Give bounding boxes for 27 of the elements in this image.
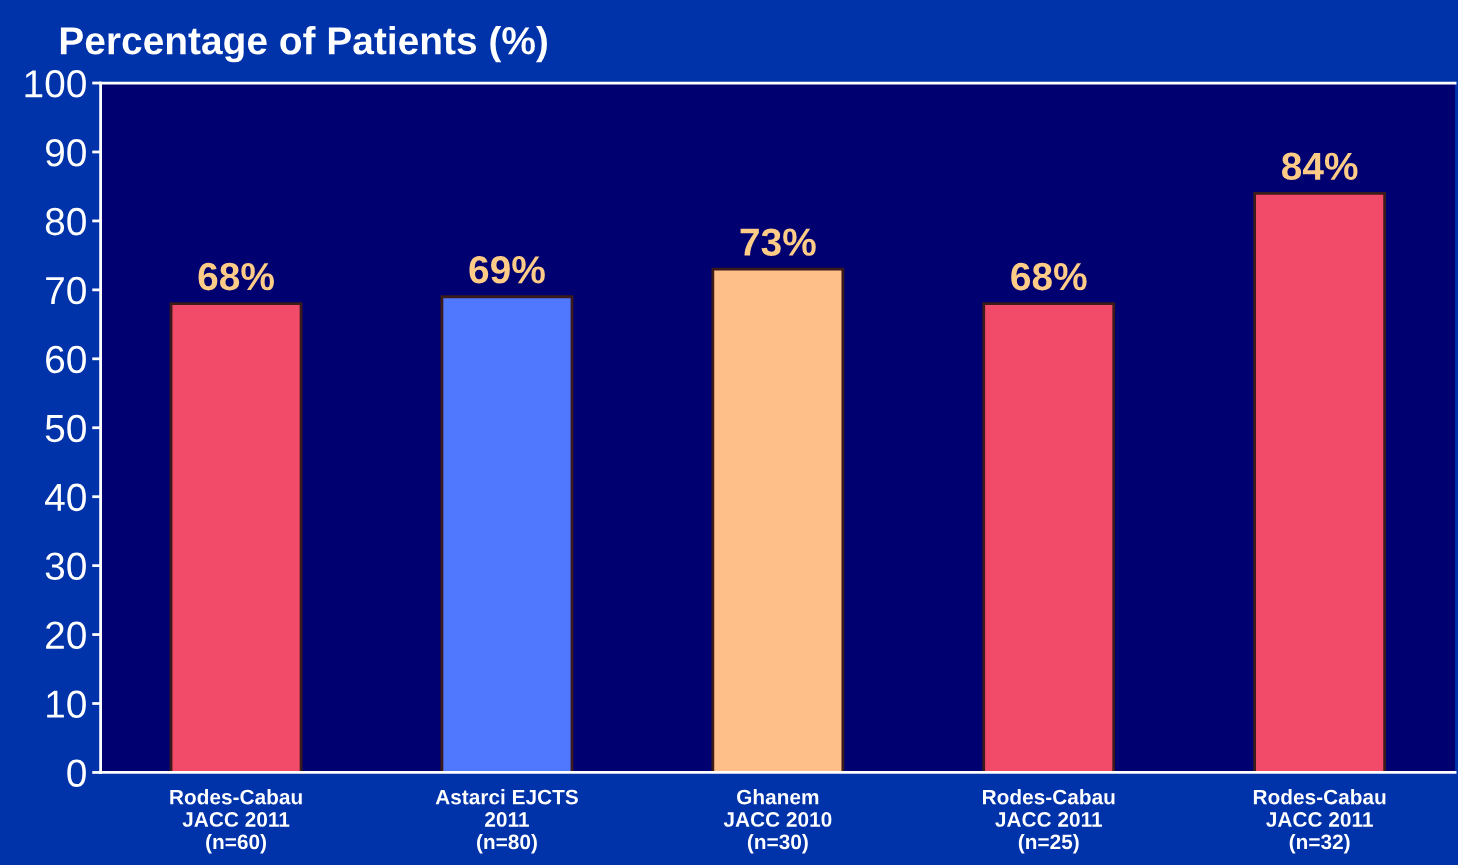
x-tick-label: Astarci EJCTS 2011 (n=80) — [435, 789, 578, 854]
x-tick-label: Rodes-Cabau JACC 2011 (n=60) — [170, 789, 302, 854]
bar — [982, 302, 1116, 773]
y-tick-label: 30 — [45, 552, 86, 581]
chart-title: Percentage of Patients (%) — [60, 25, 547, 63]
data-label: 68% — [198, 262, 274, 291]
y-tick-label: 80 — [45, 207, 86, 236]
y-tick-label: 60 — [46, 345, 86, 374]
y-tick-label: 100 — [25, 69, 86, 98]
x-tick-label: Rodes-Cabau JACC 2011 (n=25) — [983, 789, 1115, 854]
y-tick-label: 40 — [45, 483, 86, 512]
y-tick-label: 20 — [46, 621, 86, 650]
bar — [1253, 191, 1387, 773]
y-tick-label: 70 — [46, 276, 86, 305]
x-tick-label: Ghanem JACC 2010 (n=30) — [723, 789, 832, 854]
bar — [711, 267, 845, 773]
data-label: 84% — [1281, 152, 1358, 181]
y-tick-label: 10 — [47, 690, 86, 718]
bar — [169, 302, 303, 773]
data-label: 68% — [1011, 262, 1087, 291]
x-tick-label: Rodes-Cabau JACC 2011 (n=32) — [1253, 789, 1386, 854]
y-tick-label: 0 — [67, 759, 86, 787]
data-label: 69% — [469, 255, 545, 284]
y-tick-label: 90 — [45, 138, 86, 167]
data-label: 73% — [740, 228, 816, 256]
y-tick-label: 50 — [45, 414, 86, 443]
bar — [440, 295, 574, 773]
